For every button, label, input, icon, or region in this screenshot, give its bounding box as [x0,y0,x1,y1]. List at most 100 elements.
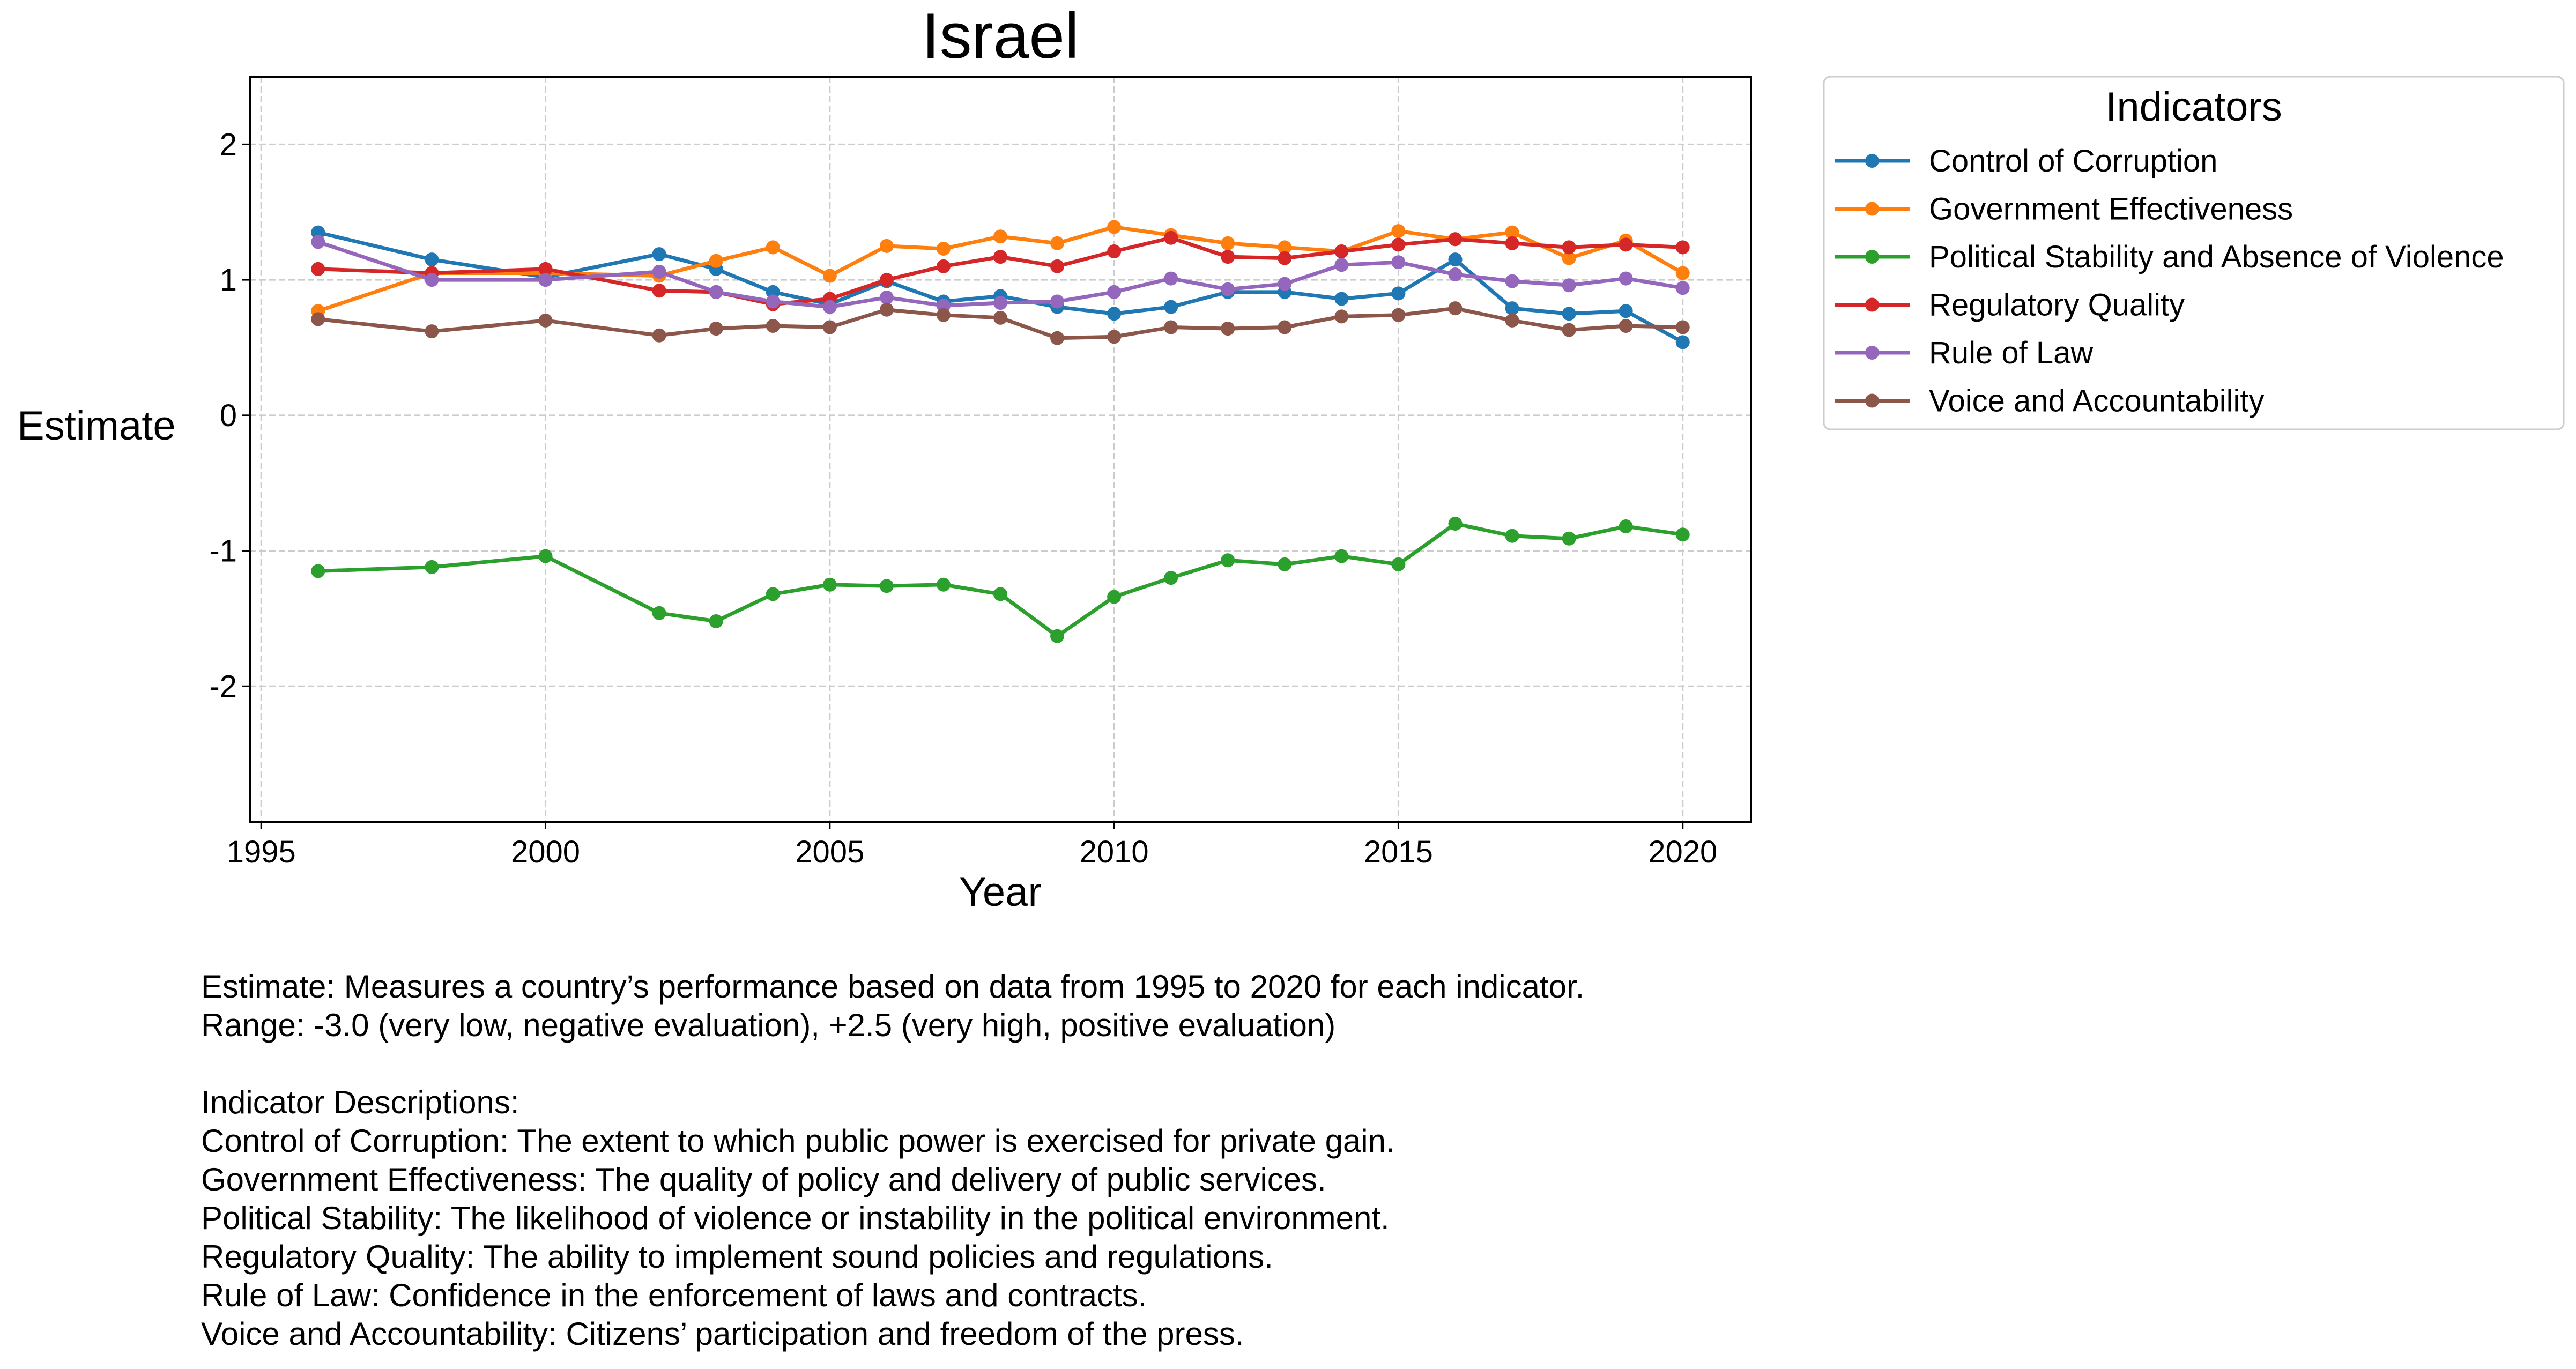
legend-label: Political Stability and Absence of Viole… [1929,240,2504,274]
note-heading: Indicator Descriptions: [201,1084,519,1120]
data-point [1619,271,1633,286]
data-point [538,549,553,563]
note-spacer [201,1045,1584,1083]
data-point [311,312,325,326]
data-point [709,614,723,628]
data-point [1562,323,1576,337]
data-point [822,320,837,334]
data-point [1562,240,1576,255]
data-point [1334,549,1349,563]
note-regulatory-quality: Regulatory Quality: The ability to imple… [201,1239,1273,1275]
data-point [1164,320,1178,334]
data-point [1107,590,1122,604]
data-point [993,310,1007,325]
legend-swatch-marker [1865,154,1879,168]
data-point [1334,244,1349,259]
series-line [317,306,1683,340]
x-tick-label: 2005 [795,835,864,869]
data-point [425,324,439,339]
legend-label: Control of Corruption [1929,144,2217,178]
x-tick-label: 2010 [1080,835,1149,869]
data-point [1107,244,1122,259]
legend-swatch-marker [1865,297,1879,312]
data-point [425,560,439,574]
data-point [1505,236,1519,250]
note-government-effectiveness: Government Effectiveness: The quality of… [201,1162,1326,1197]
legend-title: Indicators [2105,84,2282,130]
data-point [538,273,553,287]
data-point [1164,271,1178,286]
data-point [936,577,951,592]
data-point [1675,240,1690,255]
note-range: Range: -3.0 (very low, negative evaluati… [201,1007,1336,1043]
y-tick-label: -2 [209,669,237,704]
data-point [425,252,439,267]
data-point [1221,282,1235,296]
data-point [1619,237,1633,252]
data-point [1107,285,1122,299]
grid-lines [250,77,1751,822]
x-tick-label: 2020 [1648,835,1717,869]
data-point [822,300,837,314]
data-point [766,587,780,601]
legend-entry: Regulatory Quality [1835,288,2185,323]
data-point [1164,571,1178,585]
data-point [1107,220,1122,234]
legend-entry: Control of Corruption [1835,144,2217,178]
note-political-stability: Political Stability: The likelihood of v… [201,1200,1390,1236]
data-point [1675,320,1690,334]
x-tick-label: 2000 [511,835,580,869]
data-point [1221,322,1235,336]
data-point [1391,224,1406,239]
legend-swatch-marker [1865,202,1879,216]
data-point [1050,294,1065,309]
data-point [936,259,951,273]
data-point [709,285,723,299]
data-point [311,262,325,276]
data-point [1334,309,1349,324]
legend-swatch-marker [1865,346,1879,360]
data-point [993,296,1007,310]
data-point [879,239,894,253]
legend-entry: Voice and Accountability [1835,384,2265,419]
data-point [1334,292,1349,306]
data-point [1391,237,1406,252]
data-point [1619,319,1633,333]
data-point [1562,307,1576,321]
legend-swatch-marker [1865,250,1879,264]
data-point [652,606,666,620]
data-point [1050,629,1065,643]
x-tick-label: 2015 [1364,835,1433,869]
series-rule-of-law [311,235,1690,314]
data-point [1675,527,1690,542]
series-line [318,236,1683,307]
x-axis-label: Year [959,869,1042,915]
data-point [993,250,1007,264]
data-point [311,564,325,578]
data-point [1050,331,1065,345]
legend-label: Government Effectiveness [1929,192,2293,227]
series-control-of-corruption [311,225,1690,349]
data-point [822,269,837,283]
data-point [709,254,723,268]
series-line [317,225,1684,313]
data-point [1278,557,1292,571]
data-point [311,235,325,249]
data-point [1448,267,1463,281]
legend-box [1823,76,2565,430]
chart-title: Israel [922,0,1079,72]
y-tick-label: 2 [220,127,237,162]
data-point [766,319,780,333]
data-point [1505,274,1519,288]
legend-entry: Government Effectiveness [1835,192,2293,227]
data-point [1562,278,1576,293]
data-point [1107,330,1122,344]
data-point [1278,251,1292,265]
series-line [317,240,1683,309]
data-point [1221,250,1235,264]
data-point [1278,320,1292,334]
data-point [879,290,894,304]
data-point [1050,236,1065,250]
note-estimate: Estimate: Measures a country’s performan… [201,969,1585,1005]
